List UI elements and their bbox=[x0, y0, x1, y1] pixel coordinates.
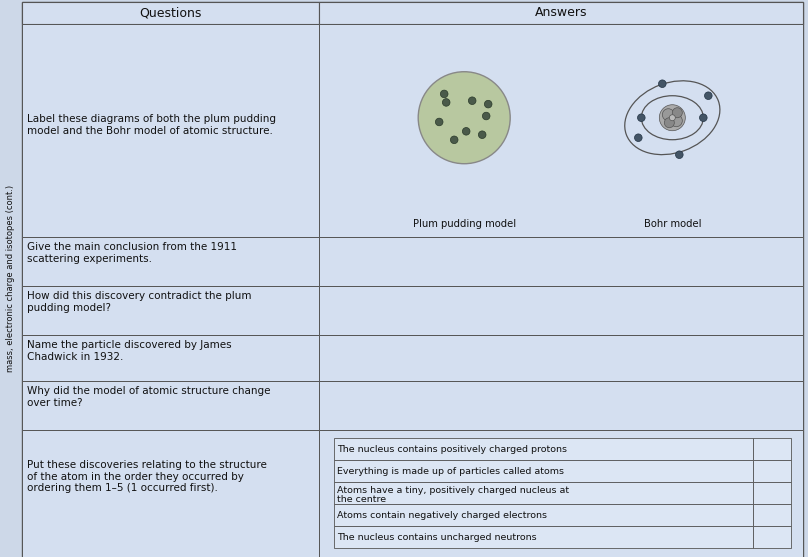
Text: How did this discovery contradict the plum
pudding model?: How did this discovery contradict the pl… bbox=[27, 291, 251, 312]
Circle shape bbox=[450, 136, 458, 144]
Bar bbox=[22, 237, 319, 286]
Text: Label these diagrams of both the plum pudding
model and the Bohr model of atomic: Label these diagrams of both the plum pu… bbox=[27, 114, 276, 135]
Circle shape bbox=[469, 97, 476, 105]
Text: Why did the model of atomic structure change
over time?: Why did the model of atomic structure ch… bbox=[27, 386, 271, 408]
Circle shape bbox=[675, 151, 683, 159]
Text: The nucleus contains uncharged neutrons: The nucleus contains uncharged neutrons bbox=[337, 532, 537, 541]
Text: Atoms contain negatively charged electrons: Atoms contain negatively charged electro… bbox=[337, 511, 547, 520]
Circle shape bbox=[638, 114, 645, 121]
Bar bbox=[319, 430, 803, 557]
Circle shape bbox=[669, 115, 675, 121]
Bar bbox=[22, 381, 319, 430]
Bar bbox=[22, 335, 319, 381]
Circle shape bbox=[705, 92, 712, 100]
Text: mass, electronic charge and isotopes (cont.): mass, electronic charge and isotopes (co… bbox=[6, 185, 15, 372]
Text: Plum pudding model: Plum pudding model bbox=[413, 219, 516, 229]
Circle shape bbox=[671, 115, 682, 127]
Bar bbox=[753, 482, 791, 504]
Circle shape bbox=[700, 114, 707, 121]
Bar bbox=[22, 2, 319, 24]
Circle shape bbox=[436, 118, 443, 126]
Bar bbox=[334, 460, 753, 482]
Circle shape bbox=[634, 134, 642, 141]
Text: Atoms have a tiny, positively charged nucleus at: Atoms have a tiny, positively charged nu… bbox=[337, 486, 569, 495]
Bar bbox=[753, 504, 791, 526]
Text: Answers: Answers bbox=[535, 7, 587, 19]
Circle shape bbox=[462, 128, 470, 135]
Text: Everything is made up of particles called atoms: Everything is made up of particles calle… bbox=[337, 467, 564, 476]
Circle shape bbox=[443, 99, 450, 106]
Circle shape bbox=[664, 118, 675, 128]
Circle shape bbox=[485, 100, 492, 108]
Circle shape bbox=[659, 80, 666, 87]
Circle shape bbox=[440, 90, 448, 97]
Circle shape bbox=[478, 131, 486, 139]
Bar bbox=[319, 286, 803, 335]
Bar bbox=[319, 2, 803, 24]
Circle shape bbox=[672, 108, 682, 118]
Circle shape bbox=[482, 112, 490, 120]
Text: the centre: the centre bbox=[337, 495, 386, 504]
Text: Questions: Questions bbox=[139, 7, 202, 19]
Circle shape bbox=[659, 105, 685, 131]
Bar bbox=[22, 286, 319, 335]
Bar bbox=[319, 381, 803, 430]
Bar bbox=[22, 430, 319, 557]
Bar bbox=[22, 24, 319, 237]
Bar bbox=[334, 526, 753, 548]
Bar bbox=[334, 438, 753, 460]
Text: Put these discoveries relating to the structure
of the atom in the order they oc: Put these discoveries relating to the st… bbox=[27, 460, 267, 493]
Text: The nucleus contains positively charged protons: The nucleus contains positively charged … bbox=[337, 444, 567, 453]
Bar bbox=[319, 335, 803, 381]
Bar bbox=[334, 482, 753, 504]
Bar bbox=[753, 438, 791, 460]
Circle shape bbox=[663, 109, 675, 121]
Bar bbox=[334, 504, 753, 526]
Text: Give the main conclusion from the 1911
scattering experiments.: Give the main conclusion from the 1911 s… bbox=[27, 242, 237, 263]
Bar bbox=[319, 237, 803, 286]
Text: Name the particle discovered by James
Chadwick in 1932.: Name the particle discovered by James Ch… bbox=[27, 340, 232, 361]
Bar bbox=[319, 24, 803, 237]
Bar bbox=[753, 526, 791, 548]
Text: Bohr model: Bohr model bbox=[643, 219, 701, 229]
Bar bbox=[753, 460, 791, 482]
Circle shape bbox=[419, 72, 510, 164]
